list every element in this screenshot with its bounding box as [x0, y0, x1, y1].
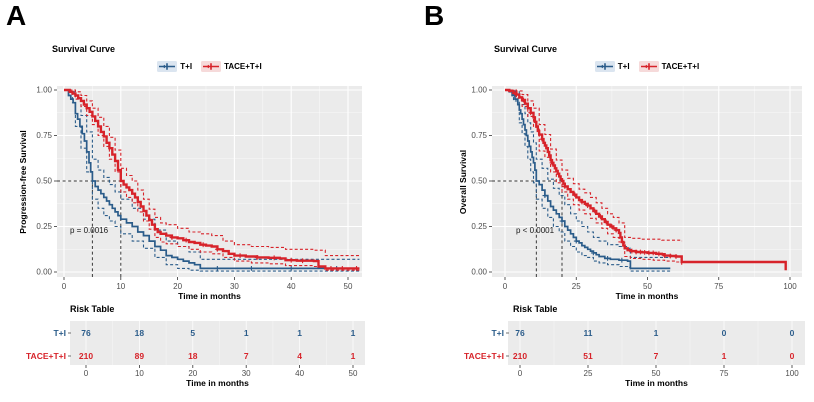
risk-count: 7 — [654, 351, 659, 361]
risk-count: 210 — [79, 351, 93, 361]
svg-text:10: 10 — [135, 369, 144, 378]
risk-count: 4 — [297, 351, 302, 361]
legend-label: T+I — [617, 62, 630, 71]
svg-text:0: 0 — [503, 282, 508, 291]
svg-text:0.75: 0.75 — [471, 131, 487, 140]
svg-text:50: 50 — [344, 282, 353, 291]
risk-count: 76 — [515, 328, 525, 338]
km-plot: 0.000.250.500.751.000 10 20 30 40 50T+I 76 18 5 1… — [26, 86, 365, 378]
svg-text:1.00: 1.00 — [471, 86, 487, 95]
svg-text:0.50: 0.50 — [36, 177, 52, 186]
x-axis-title: Time in months — [615, 291, 679, 301]
chart-title: Survival Curve — [494, 44, 558, 54]
svg-text:0.75: 0.75 — [36, 131, 52, 140]
legend-label: TACE+T+I — [224, 62, 262, 71]
svg-text:75: 75 — [720, 369, 729, 378]
panel-a: A Survival Curve T+I TACE+T+I Progressio… — [6, 0, 365, 388]
svg-text:50: 50 — [643, 282, 652, 291]
survival-curves — [57, 88, 360, 277]
risk-count: 1 — [351, 328, 356, 338]
svg-text:30: 30 — [242, 369, 251, 378]
risk-count: 1 — [297, 328, 302, 338]
risk-count: 89 — [135, 351, 145, 361]
risk-count: 51 — [583, 351, 593, 361]
km-curve-key-icon — [638, 61, 659, 72]
risk-count: 76 — [81, 328, 91, 338]
risk-table-x-axis-title: Time in months — [625, 378, 688, 388]
legend: T+I TACE+T+I — [492, 61, 802, 72]
x-axis-title: Time in months — [178, 291, 241, 301]
svg-text:30: 30 — [230, 282, 239, 291]
risk-count: 7 — [244, 351, 249, 361]
svg-text:25: 25 — [584, 369, 593, 378]
svg-text:0.00: 0.00 — [471, 268, 487, 277]
km-curve-key-icon — [157, 61, 178, 72]
svg-text:100: 100 — [783, 282, 797, 291]
km-curve-key-icon — [201, 61, 222, 72]
panel-label: A — [6, 0, 27, 31]
svg-text:50: 50 — [349, 369, 358, 378]
risk-count: 1 — [654, 328, 659, 338]
legend-item-ti: T+I — [594, 61, 630, 72]
legend: T+I TACE+T+I — [57, 61, 362, 72]
panel-label: B — [424, 0, 445, 31]
svg-text:0: 0 — [84, 369, 89, 378]
svg-text:40: 40 — [295, 369, 304, 378]
legend-item-tace-ti: TACE+T+I — [201, 61, 262, 72]
svg-text:25: 25 — [572, 282, 581, 291]
svg-text:0.25: 0.25 — [36, 222, 52, 231]
svg-text:20: 20 — [188, 369, 197, 378]
svg-text:0: 0 — [62, 282, 67, 291]
p-value: p < 0.0001 — [516, 226, 555, 235]
legend-item-tace-ti: TACE+T+I — [638, 61, 700, 72]
risk-count: 0 — [790, 328, 795, 338]
risk-table-title: Risk Table — [513, 304, 558, 314]
risk-count: 1 — [722, 351, 727, 361]
survival-curves — [492, 88, 787, 277]
svg-text:0: 0 — [518, 369, 523, 378]
chart-title: Survival Curve — [52, 44, 116, 54]
risk-count: 18 — [188, 351, 198, 361]
risk-row-label: TACE+T+I — [26, 351, 66, 361]
risk-count: 0 — [790, 351, 795, 361]
legend-item-ti: T+I — [157, 61, 192, 72]
svg-text:40: 40 — [287, 282, 296, 291]
risk-count: 1 — [351, 351, 356, 361]
panel-b: B Survival Curve T+I TACE+T+I Overall Su… — [407, 0, 814, 402]
risk-count: 1 — [244, 328, 249, 338]
svg-text:10: 10 — [116, 282, 125, 291]
risk-count: 18 — [135, 328, 145, 338]
legend-label: TACE+T+I — [661, 62, 700, 71]
axis-ticks: 0.00 0.25 0.50 0.75 1.00 0 25 50 75 100 — [471, 86, 797, 291]
risk-count: 0 — [722, 328, 727, 338]
svg-text:1.00: 1.00 — [36, 86, 52, 95]
risk-table-title: Risk Table — [70, 304, 115, 314]
svg-text:20: 20 — [173, 282, 182, 291]
svg-text:0.25: 0.25 — [471, 222, 487, 231]
axis-ticks: 0.00 0.25 0.50 0.75 1.00 0 10 20 30 40 50 — [36, 86, 353, 291]
risk-row-label: TACE+T+I — [464, 351, 504, 361]
risk-table-x-axis-title: Time in months — [186, 378, 249, 388]
km-curve-key-icon — [594, 61, 615, 72]
svg-text:100: 100 — [785, 369, 799, 378]
risk-count: 11 — [584, 328, 593, 338]
risk-count: 5 — [190, 328, 195, 338]
p-value: p = 0.0016 — [70, 226, 109, 235]
svg-text:0.00: 0.00 — [36, 268, 52, 277]
legend-label: T+I — [180, 62, 193, 71]
svg-text:0.50: 0.50 — [471, 177, 487, 186]
gridlines — [492, 86, 802, 277]
risk-count: 210 — [513, 351, 527, 361]
svg-text:50: 50 — [652, 369, 661, 378]
svg-text:75: 75 — [714, 282, 723, 291]
risk-row-label: T+I — [491, 328, 504, 338]
risk-row-label: T+I — [53, 328, 66, 338]
